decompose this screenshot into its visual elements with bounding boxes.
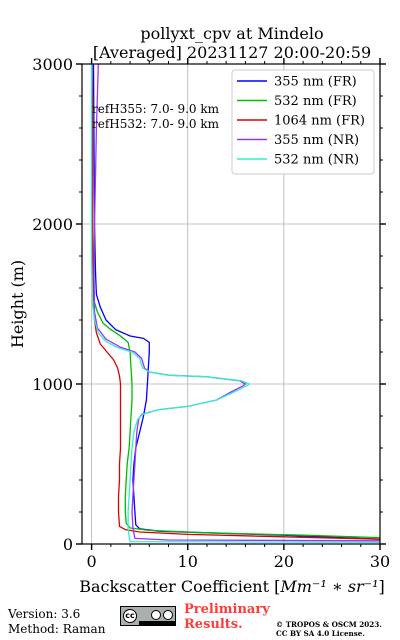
x-axis-label-main: Backscatter Coefficient [: [79, 577, 280, 596]
y-tick-label: 3000: [32, 55, 73, 74]
legend-label-4: 355 nm (NR): [274, 133, 359, 148]
series-line-5: [90, 64, 380, 544]
x-tick-label: 30: [370, 552, 390, 571]
profile-lines: [90, 64, 380, 544]
x-tick-label: 10: [178, 552, 198, 571]
y-tick-label: 0: [63, 535, 73, 554]
series-line-4: [93, 64, 380, 542]
x-tick-label: 20: [274, 552, 294, 571]
y-tick-label: 1000: [32, 375, 73, 394]
chart-title-line1: pollyxt_cpv at Mindelo: [140, 24, 324, 43]
legend-label-3: 1064 nm (FR): [274, 114, 365, 129]
sa-icon: [163, 610, 173, 620]
copyright-line2: CC BY SA 4.0 License.: [276, 629, 365, 638]
chart-title-line2: [Averaged] 20231127 20:00-20:59: [92, 43, 372, 62]
cc-icon: cc: [123, 609, 137, 623]
license-strip: [139, 621, 175, 626]
axis-ticks: 0 10 20 30 0 1000 2000 3000: [32, 55, 390, 571]
ref-h532-label: refH532: 7.0- 9.0 km: [92, 117, 220, 131]
legend: 355 nm (FR) 532 nm (FR) 1064 nm (FR) 355 nm…: [231, 69, 375, 175]
preliminary-notice: Preliminary Results.: [184, 602, 270, 632]
legend-label-2: 532 nm (FR): [274, 94, 357, 109]
x-axis-label-unit: Mm⁻¹ ∗ sr⁻¹: [279, 577, 378, 596]
legend-label-5: 532 nm (NR): [274, 153, 359, 168]
x-axis-label-end: ]: [379, 577, 385, 596]
legend-box: [231, 69, 375, 175]
copyright-notice: © TROPOS & OSCM 2023. CC BY SA 4.0 Licen…: [276, 620, 382, 638]
x-axis-label: Backscatter Coefficient [Mm⁻¹ ∗ sr⁻¹]: [79, 577, 385, 596]
method-text: Method: Raman: [8, 622, 106, 636]
cc-license-badge: cc: [120, 606, 176, 626]
plot-frame: [81, 63, 381, 545]
preliminary-line2: Results.: [184, 617, 243, 632]
legend-label-1: 355 nm (FR): [274, 75, 357, 90]
preliminary-line1: Preliminary: [184, 602, 270, 617]
copyright-line1: © TROPOS & OSCM 2023.: [276, 620, 382, 629]
x-tick-label: 0: [87, 552, 97, 571]
ref-h355-label: refH355: 7.0- 9.0 km: [92, 102, 220, 116]
y-tick-label: 2000: [32, 215, 73, 234]
y-axis-label: Height (m): [8, 260, 27, 348]
by-icon: [151, 610, 161, 620]
version-text: Version: 3.6: [8, 607, 81, 621]
